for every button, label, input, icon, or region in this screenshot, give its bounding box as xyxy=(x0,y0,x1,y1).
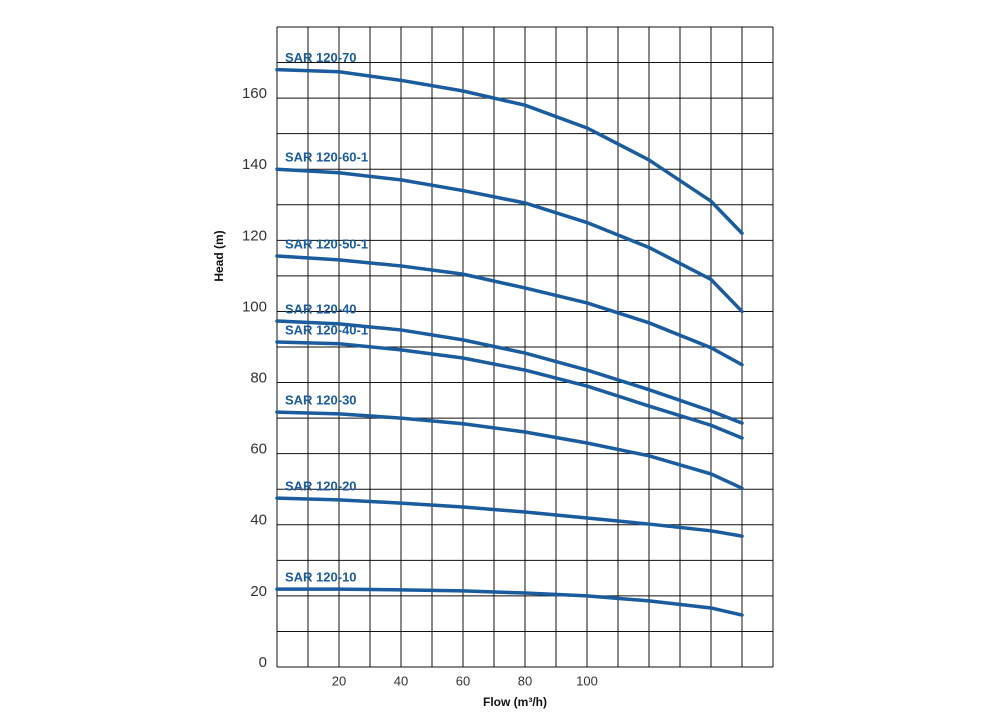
y-tick-label: 0 xyxy=(259,654,267,671)
curve xyxy=(275,496,744,538)
x-tick-label: 40 xyxy=(394,673,408,688)
curve xyxy=(275,67,744,235)
x-axis-title: Flow (m³/h) xyxy=(483,695,547,709)
curve xyxy=(275,340,744,440)
x-tick-label: 80 xyxy=(518,673,532,688)
curve xyxy=(275,254,744,367)
y-tick-label: 40 xyxy=(250,512,267,529)
y-tick-label: 140 xyxy=(242,156,267,173)
series-label: SAR 120-20 xyxy=(285,479,357,494)
curve xyxy=(275,167,744,314)
y-tick-label: 160 xyxy=(242,85,267,102)
series-label: SAR 120-40 xyxy=(285,301,357,316)
x-tick-label: 60 xyxy=(456,673,470,688)
x-tick-label: 20 xyxy=(332,673,346,688)
curve xyxy=(275,587,744,617)
y-tick-label: 80 xyxy=(250,370,267,387)
y-tick-label: 20 xyxy=(250,583,267,600)
y-tick-label: 60 xyxy=(250,441,267,458)
series-label: SAR 120-60-1 xyxy=(285,150,368,165)
x-tick-label: 100 xyxy=(576,673,598,688)
curve xyxy=(275,319,744,425)
y-tick-label: 100 xyxy=(242,298,267,315)
series-label: SAR 120-10 xyxy=(285,570,357,585)
y-axis-title: Head (m) xyxy=(212,230,226,281)
curve xyxy=(275,410,744,490)
series-label: SAR 120-50-1 xyxy=(285,236,368,251)
y-tick-label: 120 xyxy=(242,227,267,244)
series-label: SAR 120-40-1 xyxy=(285,322,368,337)
series-label: SAR 120-70 xyxy=(285,50,357,65)
series-label: SAR 120-30 xyxy=(285,393,357,408)
